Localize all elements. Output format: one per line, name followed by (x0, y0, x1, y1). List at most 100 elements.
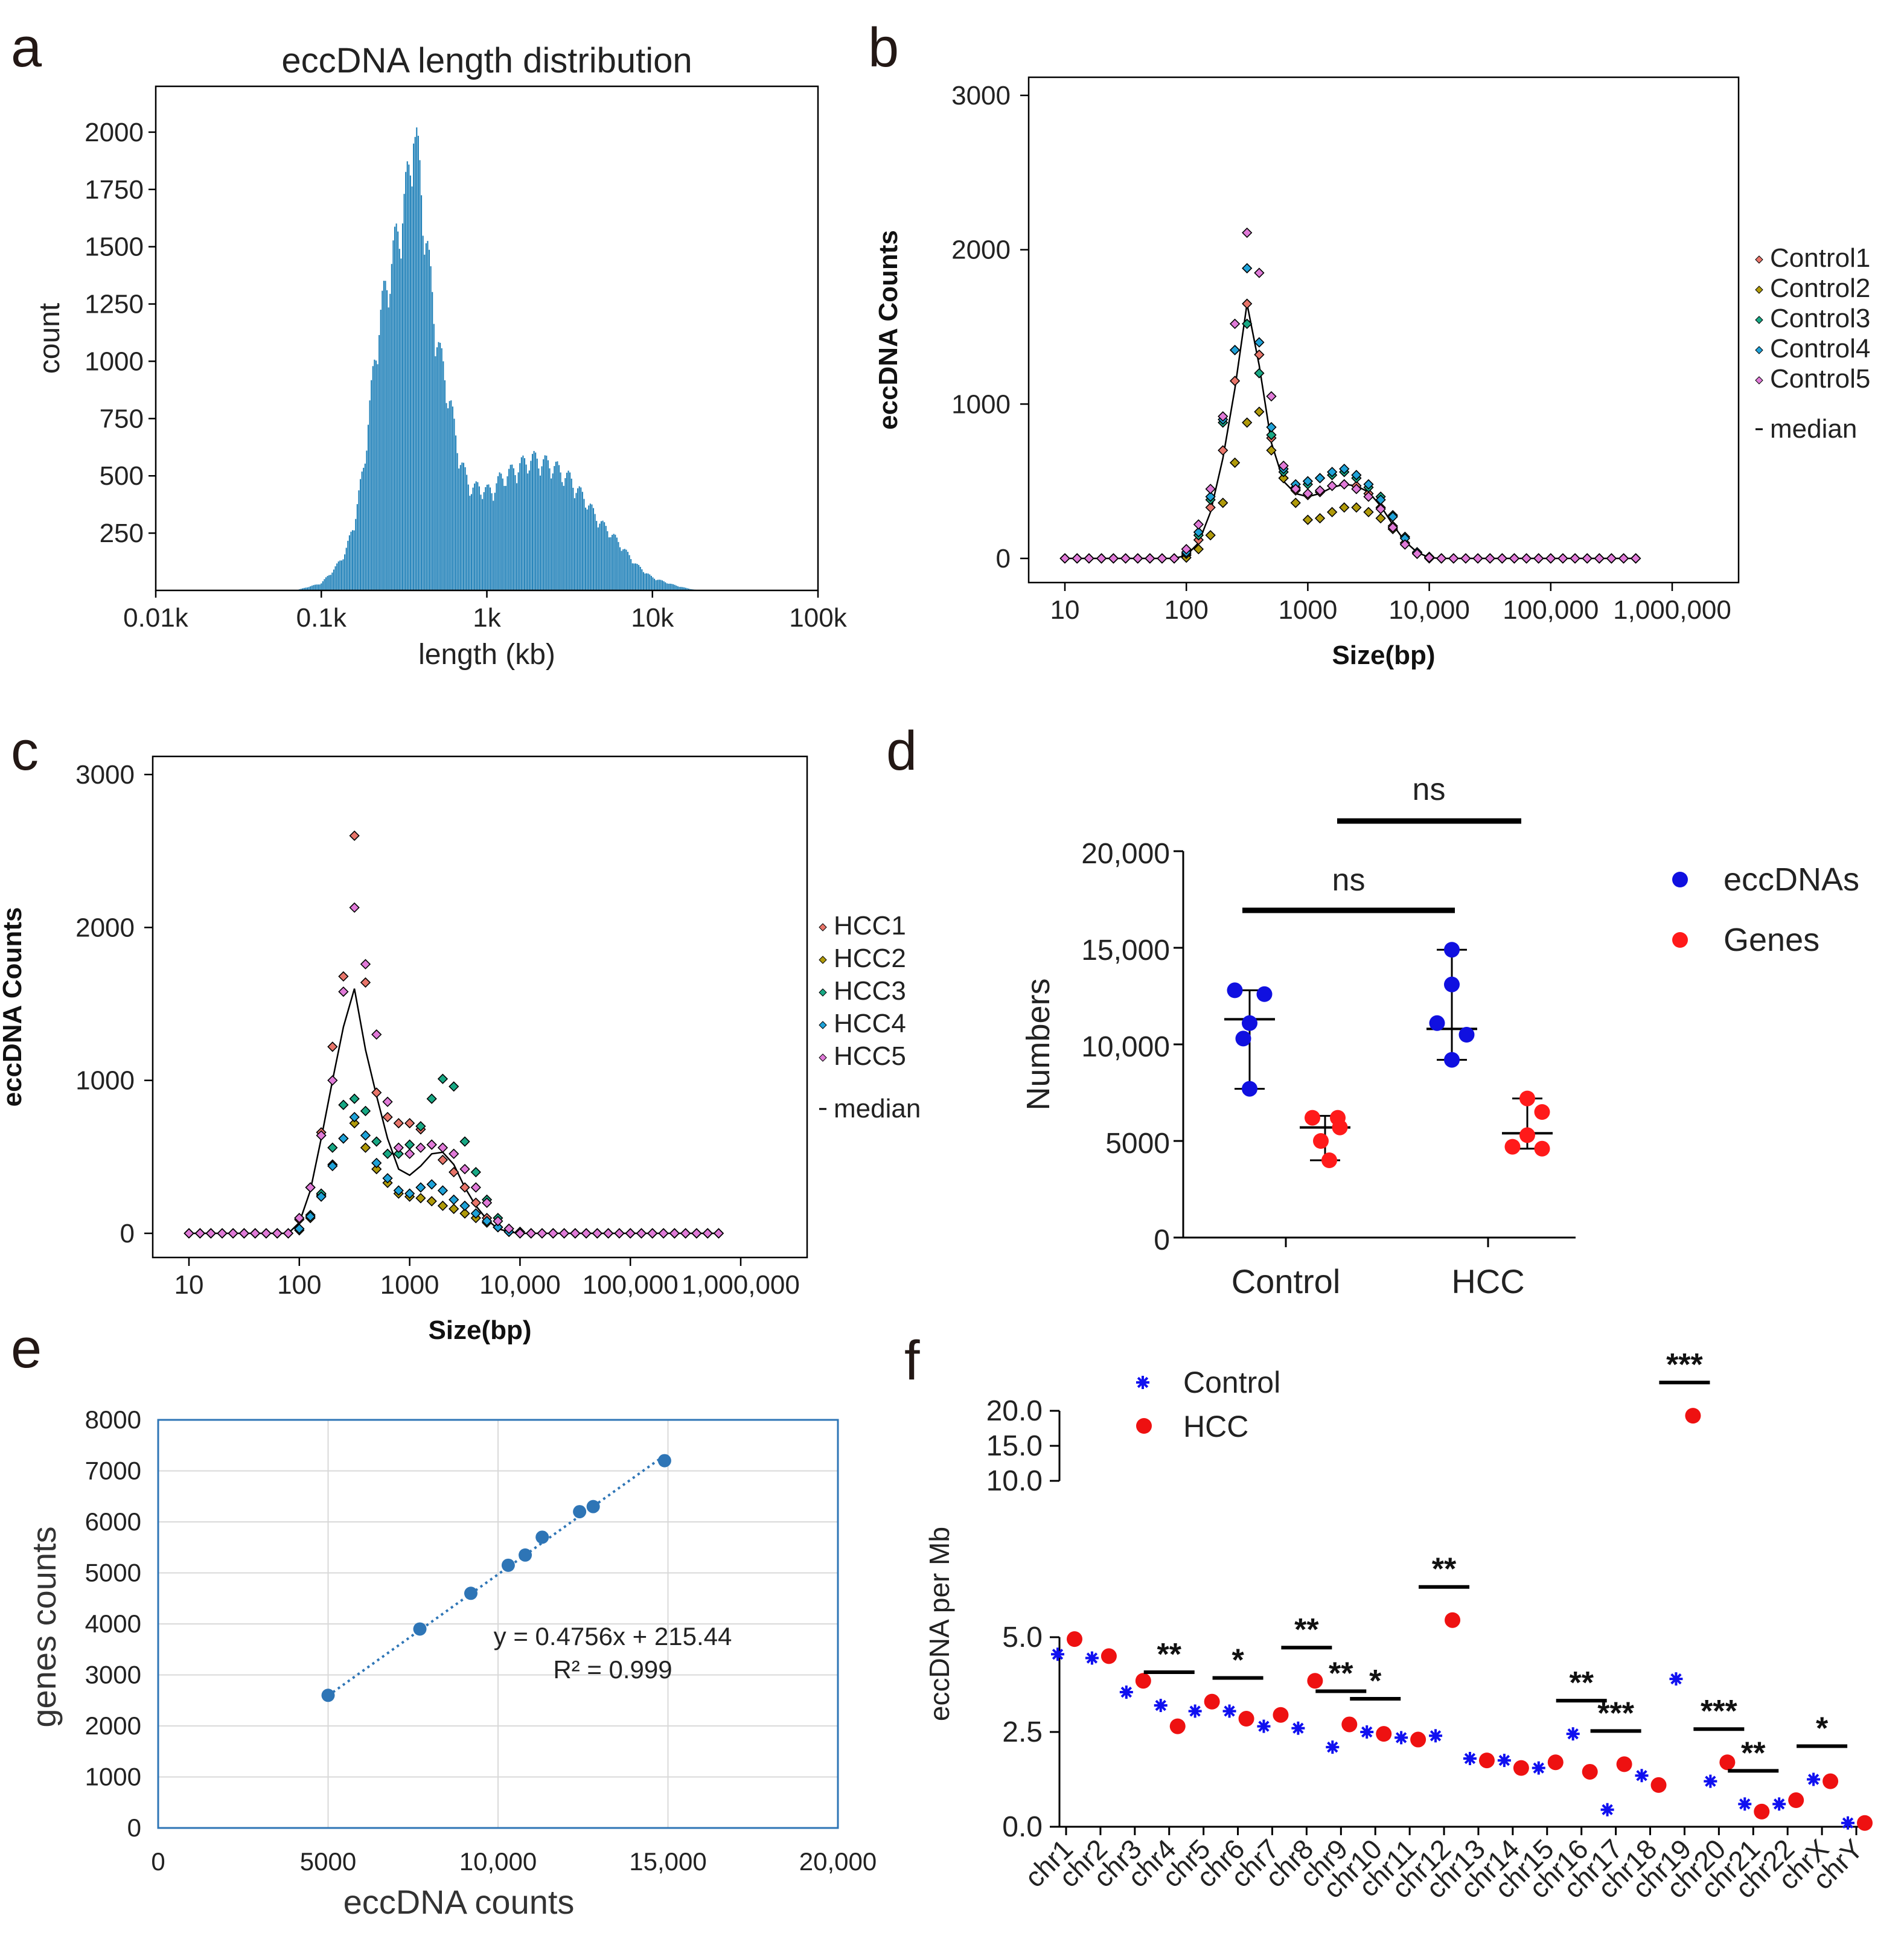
histogram-bar (676, 586, 677, 590)
legend-label: HCC2 (834, 944, 906, 973)
y-tick-label: 1000 (951, 389, 1011, 419)
histogram-bar (411, 186, 413, 590)
histogram-bar (337, 561, 339, 590)
histogram-bar (668, 583, 669, 590)
x-axis-label: Size(bp) (428, 1315, 531, 1345)
legend-label: HCC4 (834, 1009, 906, 1038)
data-point-control4 (1242, 263, 1253, 273)
histogram-bar (379, 335, 380, 590)
plot-frame (157, 1419, 839, 1829)
histogram-bar (496, 483, 497, 590)
histogram-bar (624, 549, 625, 590)
histogram-bar (466, 474, 468, 590)
data-point-control (1600, 1803, 1614, 1816)
histogram-bar (575, 493, 577, 590)
data-point-control2 (1242, 417, 1253, 428)
histogram-bar (503, 485, 505, 590)
histogram-bar (660, 580, 662, 590)
data-point-control (1429, 1729, 1443, 1743)
asterisk-stroke (1670, 1673, 1682, 1685)
data-point-control1 (1205, 502, 1216, 513)
histogram-bar (319, 584, 321, 590)
significance-label: *** (1597, 1696, 1634, 1731)
data-point-hcc5 (636, 1228, 647, 1239)
data-point-control5 (1072, 553, 1082, 564)
data-point-control5 (1363, 491, 1374, 502)
data-point-hcc (1273, 1707, 1289, 1723)
legend-label: Control (1183, 1366, 1280, 1399)
histogram-bar (344, 554, 346, 590)
data-point-hcc5 (669, 1228, 680, 1239)
data-point-control5 (1399, 539, 1410, 550)
histogram-bar (661, 580, 663, 590)
data-point-hcc5 (614, 1228, 625, 1239)
histogram-bar (389, 293, 391, 590)
histogram-bar (336, 563, 338, 590)
data-point-control5 (1290, 484, 1301, 494)
data-point-control5 (1108, 553, 1119, 564)
data-point-control5 (1594, 553, 1605, 564)
histogram-bar (597, 527, 599, 590)
histogram-bar (683, 587, 685, 590)
asterisk-stroke (1498, 1754, 1510, 1766)
histogram-bar (416, 127, 418, 590)
legend-label: Control3 (1770, 304, 1870, 333)
data-point-hcc5 (294, 1213, 305, 1224)
data-point-control2 (1229, 457, 1241, 468)
data-point-eccdnas (1227, 982, 1243, 998)
histogram-bar (682, 587, 683, 590)
significance-label: * (1369, 1664, 1382, 1699)
data-point (321, 1689, 335, 1702)
histogram-bar (330, 575, 331, 590)
data-point-control5 (1327, 481, 1338, 491)
data-point-hcc5 (570, 1228, 581, 1239)
histogram-bar (625, 549, 627, 590)
y-axis-label: eccDNA Counts (874, 230, 903, 430)
data-point-control2 (1363, 506, 1374, 517)
histogram-bar (450, 400, 452, 590)
data-point-hcc3 (426, 1093, 437, 1104)
histogram-bar (398, 249, 400, 591)
data-point-control5 (1205, 484, 1216, 494)
data-point-hcc1 (327, 1041, 338, 1052)
data-point-eccdnas (1458, 1027, 1475, 1043)
histogram-bar (472, 487, 474, 590)
histogram-bar (386, 290, 388, 590)
data-point-hcc2 (415, 1193, 426, 1204)
histogram-bar (446, 403, 447, 590)
histogram-bar (592, 508, 595, 590)
data-point-hcc4 (493, 1222, 503, 1233)
data-point-hcc (1307, 1673, 1323, 1689)
data-point-hcc (1101, 1648, 1117, 1664)
data-point-control (1291, 1721, 1305, 1735)
asterisk-stroke (1395, 1732, 1407, 1743)
data-point-hcc4 (360, 1130, 371, 1141)
histogram-bar (459, 465, 461, 590)
histogram-bar (612, 534, 613, 590)
data-point-hcc3 (338, 1099, 349, 1110)
histogram-bar (600, 521, 602, 590)
data-point-hcc3 (360, 1105, 371, 1116)
trend-line (327, 1454, 666, 1697)
histogram-bar (552, 473, 554, 590)
data-point-eccdnas (1242, 1015, 1257, 1031)
histogram-bar (467, 484, 469, 590)
data-point-hcc4 (393, 1185, 404, 1196)
y-tick-label: 250 (100, 519, 144, 548)
histogram-bar (647, 574, 649, 590)
data-point-hcc2 (360, 1142, 371, 1153)
data-point-hcc (1857, 1815, 1873, 1831)
data-point-control (1188, 1704, 1202, 1718)
asterisk-stroke (1189, 1705, 1201, 1717)
data-point-control5 (1157, 553, 1168, 564)
histogram-bar (422, 235, 424, 590)
data-point-control (1841, 1816, 1854, 1830)
data-point-control5 (1218, 411, 1228, 422)
panel-b-control-size-distribution: 10 100 1000 10,000 100,000 1,000,000 0 1000 2000… (874, 76, 1870, 670)
x-axis-label: Size(bp) (1332, 641, 1435, 670)
histogram-bar (589, 503, 591, 590)
data-point-hcc5 (238, 1228, 249, 1239)
legend-label: HCC3 (834, 976, 906, 1006)
legend-label: median (1770, 414, 1857, 444)
data-point-control5 (1631, 553, 1641, 564)
